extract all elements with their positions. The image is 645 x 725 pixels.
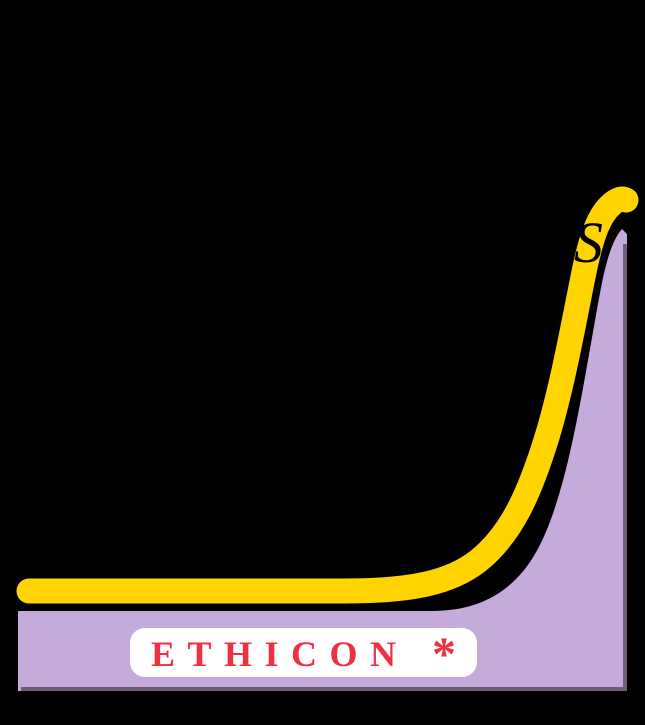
logo-pill [130, 628, 477, 677]
curve-label: S [574, 210, 603, 275]
s-curve [16, 186, 639, 604]
area-edge-shadow [21, 244, 627, 691]
logo-asterisk: * [432, 628, 456, 681]
area-under-curve [18, 229, 627, 691]
logo-text: ETHICON [151, 634, 409, 674]
